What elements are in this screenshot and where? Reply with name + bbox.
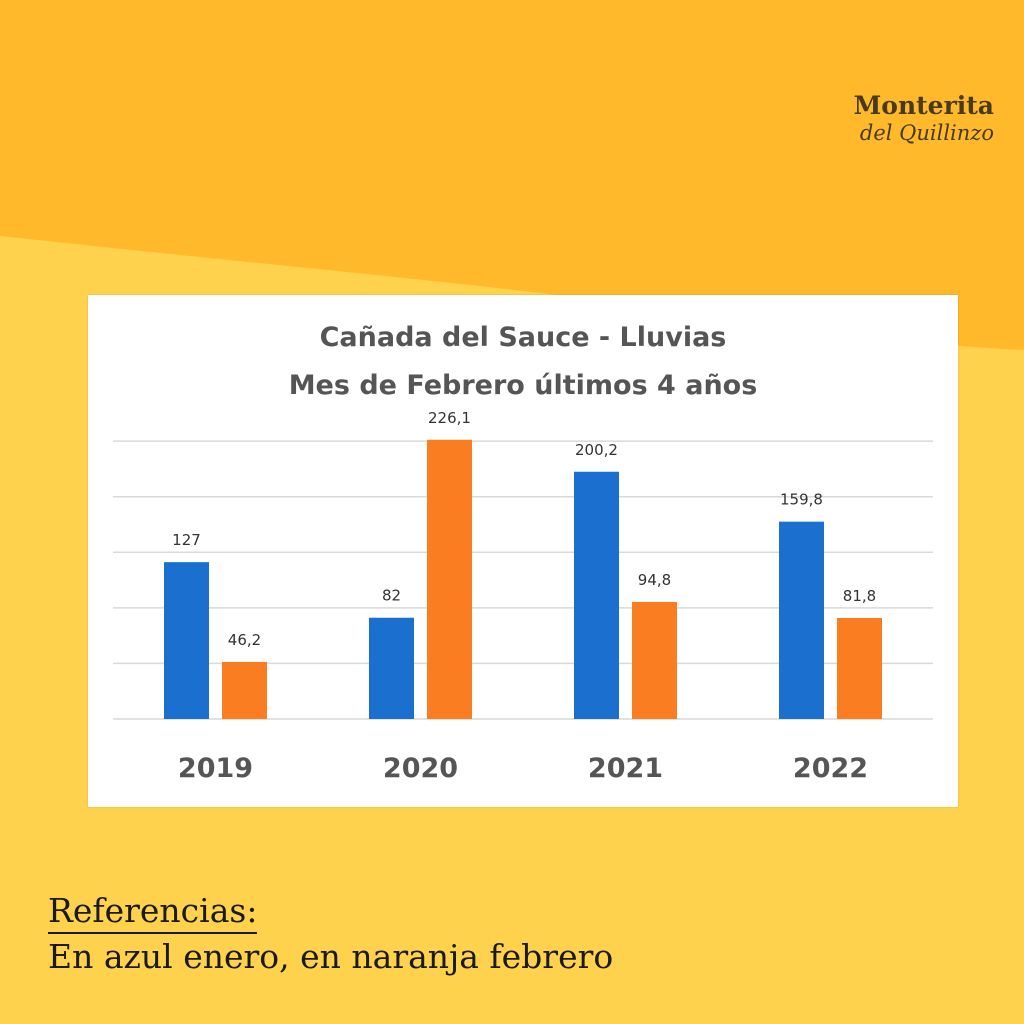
x-tick-label: 2022	[793, 753, 868, 784]
bar-febrero	[427, 439, 472, 719]
brand-logo: Monterita del Quillinzo	[854, 92, 994, 146]
bar-chart: 2019 127 46,2 2020 82 226,1 2021 200,2 94,8 2022 1…	[113, 409, 933, 784]
references: Referencias: En azul enero, en naranja f…	[48, 890, 613, 980]
bar-enero	[779, 521, 824, 719]
chart-title: Cañada del Sauce - Lluvias	[319, 322, 727, 353]
references-text: En azul enero, en naranja febrero	[48, 937, 614, 976]
bar-enero	[369, 617, 414, 719]
x-tick-label: 2021	[588, 753, 663, 784]
chart-subtitle: Mes de Febrero últimos 4 años	[288, 370, 758, 401]
data-label: 81,8	[843, 587, 876, 605]
references-title: Referencias:	[48, 890, 258, 934]
bar-febrero	[632, 601, 677, 719]
bar-enero	[574, 471, 619, 719]
data-label: 127	[172, 531, 201, 549]
data-label: 94,8	[638, 571, 671, 589]
chart-card: Cañada del Sauce - Lluvias Mes de Febrer…	[88, 295, 958, 807]
x-tick-label: 2020	[383, 753, 458, 784]
data-label: 159,8	[780, 491, 823, 509]
data-label: 82	[382, 587, 401, 605]
bar-febrero	[222, 661, 267, 719]
data-label: 200,2	[575, 441, 618, 459]
x-tick-label: 2019	[178, 753, 253, 784]
bar-febrero	[837, 617, 882, 719]
brand-name: Monterita	[853, 91, 994, 120]
data-label: 46,2	[228, 631, 261, 649]
brand-subtitle: del Quillinzo	[859, 121, 994, 145]
data-label: 226,1	[428, 409, 471, 427]
bar-enero	[164, 562, 209, 719]
